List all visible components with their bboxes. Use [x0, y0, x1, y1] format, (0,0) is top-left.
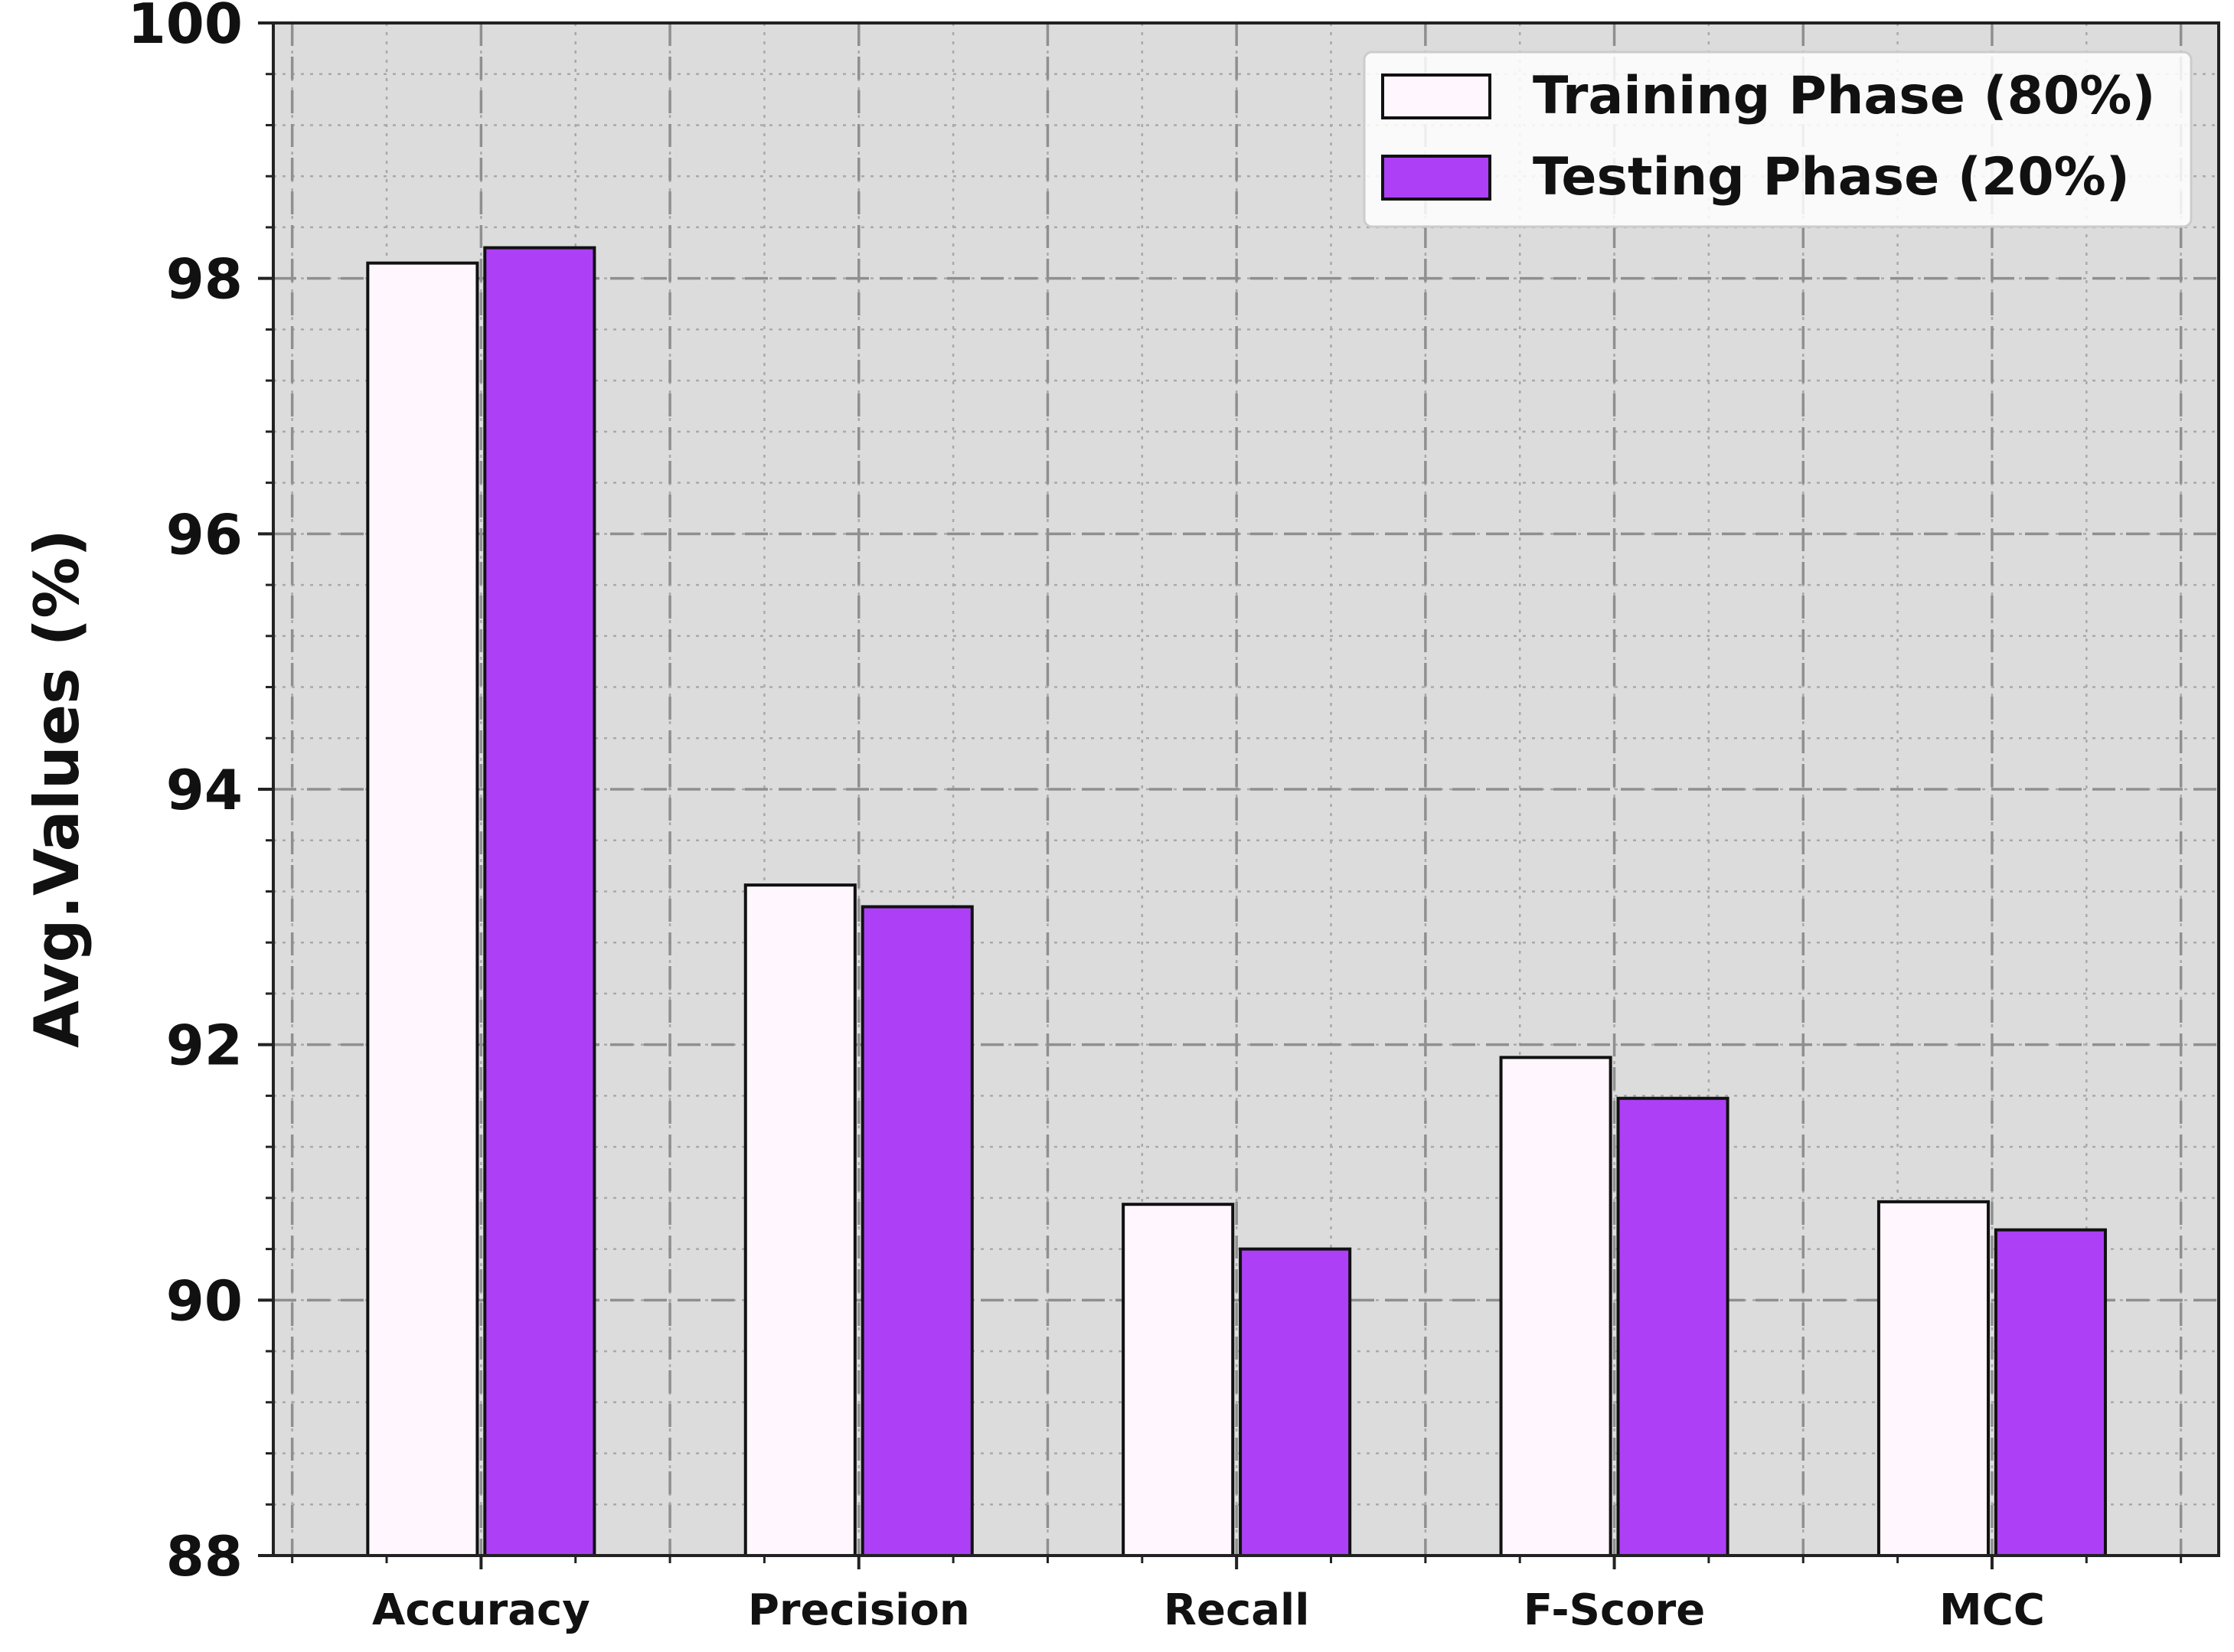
legend-label-training: Training Phase (80%)	[1533, 66, 2155, 126]
y-tick-label: 92	[166, 1014, 243, 1078]
legend-swatch-training	[1381, 73, 1491, 119]
y-tick-label: 88	[166, 1524, 243, 1588]
x-axis: Accuracy Precision Recall F-Score MCC	[291, 1556, 2183, 1635]
legend-swatch-testing	[1381, 155, 1491, 201]
bar-testing-mcc	[1994, 1228, 2107, 1557]
bar-testing-accuracy	[483, 246, 596, 1557]
legend: Training Phase (80%) Testing Phase (20%)	[1363, 51, 2193, 228]
y-axis-label: Avg.Values (%)	[21, 529, 93, 1048]
bars-layer	[366, 246, 2107, 1558]
bar-training-precision	[743, 883, 857, 1557]
bar-testing-recall	[1239, 1247, 1352, 1557]
legend-label-testing: Testing Phase (20%)	[1533, 147, 2130, 207]
x-tick-label: F-Score	[1524, 1585, 1705, 1635]
bar-training-recall	[1122, 1203, 1235, 1558]
y-tick-label: 90	[166, 1268, 243, 1333]
legend-box	[1363, 51, 2193, 228]
y-tick-label: 98	[166, 247, 243, 312]
y-tick-label: 96	[166, 502, 243, 566]
x-tick-label: Recall	[1164, 1585, 1309, 1635]
bar-testing-precision	[861, 905, 974, 1557]
y-axis: 88 90 92 94 96 98 100	[128, 0, 273, 1588]
x-tick-label: Accuracy	[372, 1585, 590, 1635]
bar-testing-f-score	[1616, 1096, 1729, 1557]
x-tick-label: MCC	[1939, 1585, 2045, 1635]
x-tick-label: Precision	[748, 1585, 970, 1635]
y-tick-label: 94	[166, 758, 243, 822]
bar-training-accuracy	[366, 261, 479, 1558]
bar-training-mcc	[1876, 1200, 1991, 1558]
bar-training-f-score	[1499, 1056, 1612, 1557]
y-tick-label: 100	[128, 0, 243, 56]
